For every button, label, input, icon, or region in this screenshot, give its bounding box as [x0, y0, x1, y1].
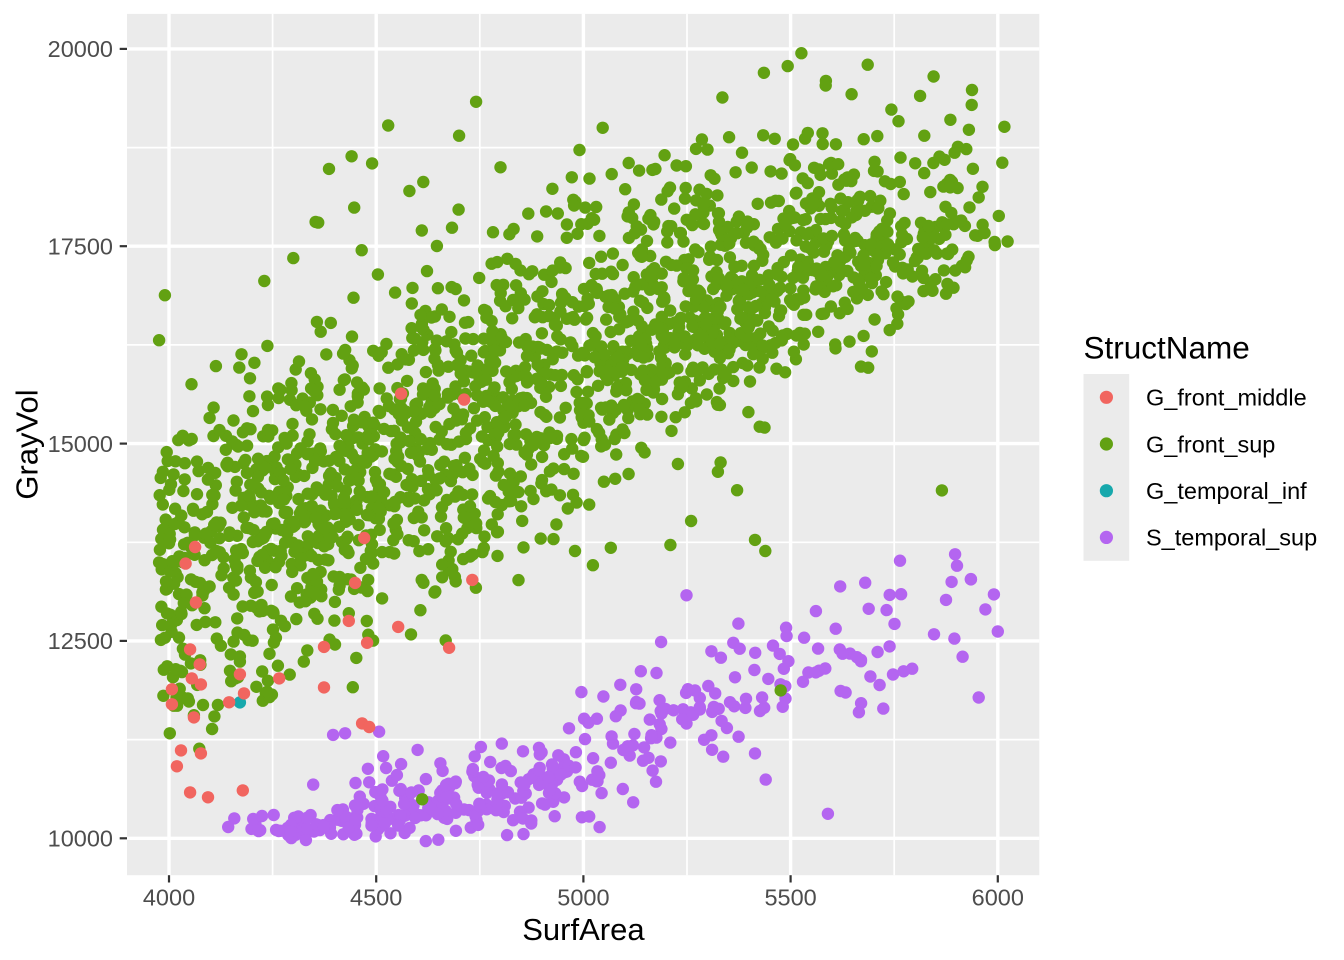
svg-text:G_temporal_inf: G_temporal_inf: [1146, 478, 1307, 504]
svg-text:15000: 15000: [48, 431, 113, 457]
svg-text:12500: 12500: [48, 628, 113, 654]
svg-text:5000: 5000: [557, 885, 609, 911]
svg-text:4500: 4500: [350, 885, 402, 911]
svg-text:StructName: StructName: [1084, 330, 1250, 366]
svg-text:4000: 4000: [143, 885, 195, 911]
svg-text:17500: 17500: [48, 234, 113, 260]
svg-text:6000: 6000: [972, 885, 1024, 911]
svg-text:G_front_middle: G_front_middle: [1146, 385, 1307, 411]
svg-text:S_temporal_sup: S_temporal_sup: [1146, 525, 1317, 551]
svg-text:SurfArea: SurfArea: [522, 912, 645, 947]
svg-text:10000: 10000: [48, 826, 113, 852]
svg-text:G_front_sup: G_front_sup: [1146, 431, 1275, 457]
svg-text:5500: 5500: [764, 885, 816, 911]
svg-text:GrayVol: GrayVol: [10, 389, 45, 499]
svg-text:20000: 20000: [48, 36, 113, 62]
